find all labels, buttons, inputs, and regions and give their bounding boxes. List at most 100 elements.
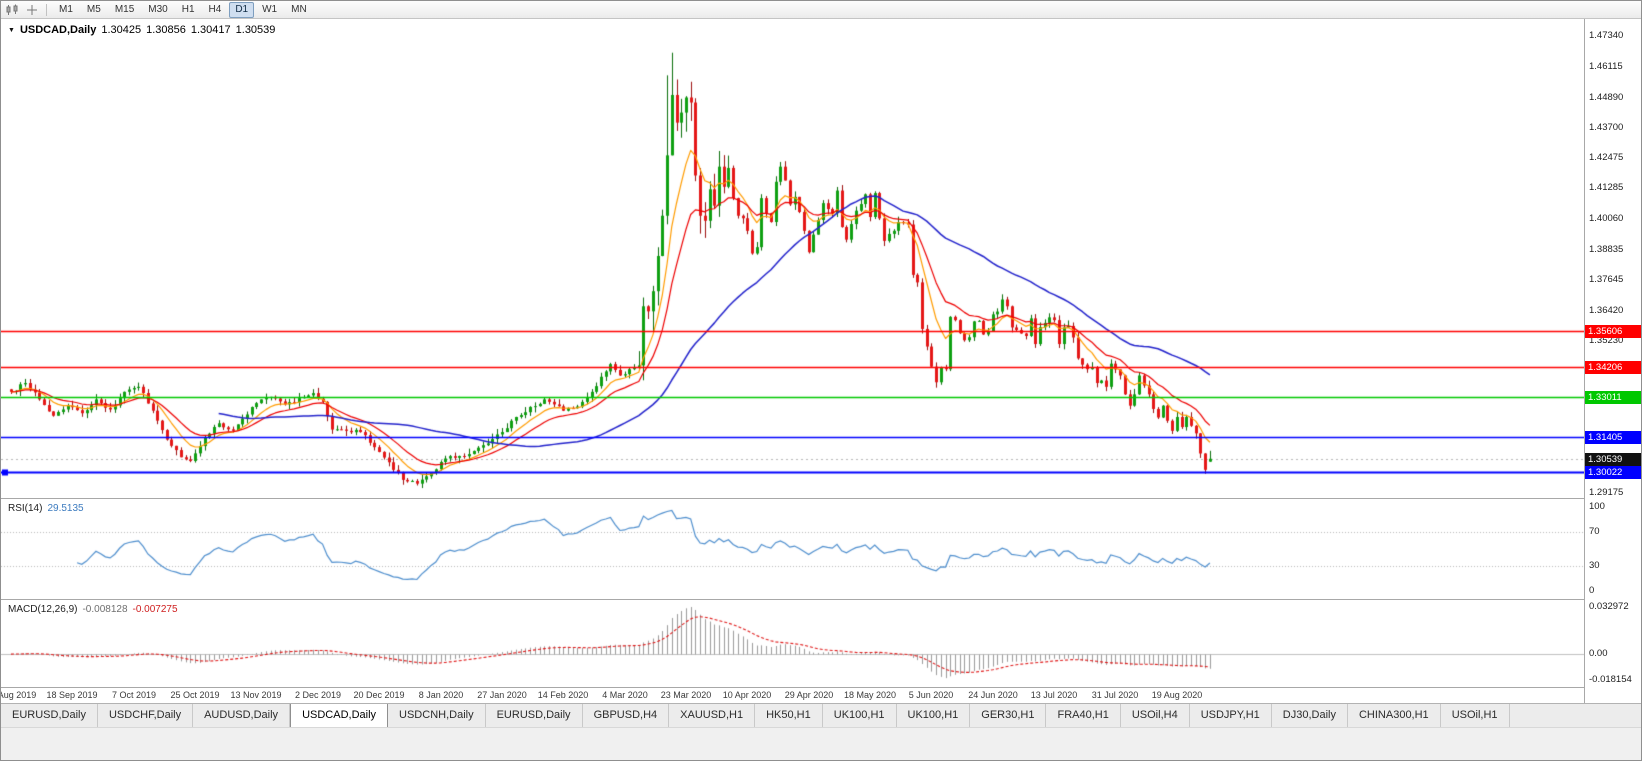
main-chart-canvas[interactable] bbox=[1, 19, 1584, 498]
date-axis-label: 20 Dec 2019 bbox=[353, 690, 405, 700]
chart-tab-usdchf-daily[interactable]: USDCHF,Daily bbox=[98, 704, 194, 727]
macd-indicator-label: MACD(12,26,9) -0.008128 -0.007275 bbox=[8, 604, 178, 615]
price-scale-tick: 1.41285 bbox=[1589, 182, 1624, 193]
date-axis-label: 7 Oct 2019 bbox=[111, 690, 157, 700]
ohlc-open: 1.30425 bbox=[101, 24, 142, 36]
chart-tab-usdcnh-daily[interactable]: USDCNH,Daily bbox=[388, 704, 486, 727]
rsi-value: 29.5135 bbox=[47, 503, 84, 514]
timeframe-button-m15[interactable]: M15 bbox=[114, 3, 135, 15]
date-axis-label: 5 Jun 2020 bbox=[908, 690, 954, 700]
panel-separator[interactable] bbox=[1, 599, 1641, 600]
date-axis-label: 19 Aug 2020 bbox=[1151, 690, 1203, 700]
price-scale-tick: 1.44890 bbox=[1589, 92, 1624, 103]
date-axis-label: 18 Sep 2019 bbox=[46, 690, 98, 700]
rsi-name: RSI(14) bbox=[8, 503, 43, 514]
timeframe-button-h1[interactable]: H1 bbox=[181, 3, 195, 15]
status-strip bbox=[1, 727, 1641, 760]
crosshair-icon[interactable] bbox=[23, 3, 40, 17]
macd-scale-tick: -0.018154 bbox=[1589, 674, 1632, 685]
hline-price-tag: 1.30022 bbox=[1585, 466, 1641, 479]
price-scale[interactable]: 1.47340 1.46115 1.44890 1.43700 1.42475 1.412… bbox=[1585, 19, 1641, 703]
macd-scale-tick: 0.032972 bbox=[1589, 601, 1629, 612]
chart-tab-china300-h1[interactable]: CHINA300,H1 bbox=[1348, 704, 1441, 727]
chart-tab-ger30-h1[interactable]: GER30,H1 bbox=[970, 704, 1047, 727]
date-axis-label: 18 May 2020 bbox=[843, 690, 897, 700]
rsi-scale-tick: 100 bbox=[1589, 501, 1605, 512]
date-axis[interactable]: 30 Aug 2019 18 Sep 2019 7 Oct 2019 25 Oct 2… bbox=[1, 688, 1584, 703]
date-axis-label: 23 Mar 2020 bbox=[660, 690, 712, 700]
chart-tab-eurusd-daily[interactable]: EURUSD,Daily bbox=[486, 704, 583, 727]
hline-price-tag: 1.35606 bbox=[1585, 325, 1641, 338]
chart-tab-usdjpy-h1[interactable]: USDJPY,H1 bbox=[1190, 704, 1272, 727]
price-scale-tick: 1.42475 bbox=[1589, 152, 1624, 163]
chart-tab-dj30-daily[interactable]: DJ30,Daily bbox=[1272, 704, 1348, 727]
date-axis-label: 14 Feb 2020 bbox=[537, 690, 589, 700]
chart-tab-fra40-h1[interactable]: FRA40,H1 bbox=[1046, 704, 1121, 727]
date-axis-label: 30 Aug 2019 bbox=[1, 690, 37, 700]
macd-signal-value: -0.007275 bbox=[132, 604, 178, 615]
ohlc-high: 1.30856 bbox=[146, 24, 186, 36]
date-axis-label: 24 Jun 2020 bbox=[968, 690, 1018, 700]
chart-tab-xauusd-h1[interactable]: XAUUSD,H1 bbox=[669, 704, 756, 727]
chart-tab-eurusd-daily[interactable]: EURUSD,Daily bbox=[1, 704, 98, 727]
price-scale-tick: 1.35230 bbox=[1589, 335, 1624, 346]
chart-title: ▼ USDCAD,Daily 1.30425 1.30856 1.30417 1… bbox=[8, 24, 275, 36]
timeframe-buttons: M1 M5 M15 M30 H1 H4 D1 W1 MN bbox=[53, 1, 313, 18]
timeframe-button-m1[interactable]: M1 bbox=[59, 3, 73, 15]
rsi-scale-tick: 0 bbox=[1589, 585, 1595, 596]
price-scale-tick: 1.40060 bbox=[1589, 213, 1624, 224]
hline-price-tag: 1.33011 bbox=[1585, 391, 1641, 404]
date-axis-label: 25 Oct 2019 bbox=[170, 690, 220, 700]
rsi-indicator-label: RSI(14) 29.5135 bbox=[8, 503, 84, 514]
timeframe-button-m30[interactable]: M30 bbox=[148, 3, 168, 15]
panel-separator bbox=[1, 687, 1641, 688]
panel-separator[interactable] bbox=[1, 498, 1641, 499]
current-price-tag: 1.30539 bbox=[1585, 453, 1641, 466]
price-scale-separator bbox=[1584, 19, 1585, 703]
price-scale-tick: 1.29175 bbox=[1589, 487, 1624, 498]
chart-tab-uk100-h1[interactable]: UK100,H1 bbox=[823, 704, 897, 727]
chart-tab-audusd-daily[interactable]: AUDUSD,Daily bbox=[193, 704, 291, 727]
timeframe-button-m5[interactable]: M5 bbox=[86, 3, 101, 15]
toolbar-separator bbox=[46, 3, 47, 16]
date-axis-label: 31 Jul 2020 bbox=[1091, 690, 1139, 700]
price-scale-tick: 1.37645 bbox=[1589, 274, 1624, 285]
hline-price-tag: 1.31405 bbox=[1585, 431, 1641, 444]
chart-tab-uk100-h1[interactable]: UK100,H1 bbox=[897, 704, 971, 727]
price-scale-tick: 1.38835 bbox=[1589, 244, 1624, 255]
chart-tab-usoil-h1[interactable]: USOil,H1 bbox=[1441, 704, 1510, 727]
chart-window: ▼ USDCAD,Daily 1.30425 1.30856 1.30417 1… bbox=[1, 19, 1641, 703]
rsi-panel-canvas[interactable] bbox=[1, 499, 1584, 599]
hline-price-tag: 1.34206 bbox=[1585, 361, 1641, 374]
timeframe-toolbar: M1 M5 M15 M30 H1 H4 D1 W1 MN bbox=[1, 1, 1641, 19]
rsi-scale-tick: 30 bbox=[1589, 560, 1600, 571]
date-axis-label: 2 Dec 2019 bbox=[294, 690, 342, 700]
macd-value: -0.008128 bbox=[82, 604, 128, 615]
timeframe-button-mn[interactable]: MN bbox=[291, 3, 307, 15]
timeframe-button-w1[interactable]: W1 bbox=[262, 3, 278, 15]
timeframe-button-d1[interactable]: D1 bbox=[229, 1, 255, 18]
timeframe-button-h4[interactable]: H4 bbox=[208, 3, 222, 15]
macd-panel-canvas[interactable] bbox=[1, 600, 1584, 687]
date-axis-label: 27 Jan 2020 bbox=[477, 690, 527, 700]
date-axis-label: 10 Apr 2020 bbox=[722, 690, 772, 700]
date-axis-label: 8 Jan 2020 bbox=[418, 690, 464, 700]
chart-symbol-label: USDCAD,Daily bbox=[19, 24, 97, 36]
chart-tab-bar: EURUSD,Daily USDCHF,Daily AUDUSD,Daily USDC… bbox=[1, 703, 1641, 727]
chart-tab-usdcad-daily[interactable]: USDCAD,Daily bbox=[290, 704, 389, 727]
candlestick-chart-icon[interactable] bbox=[4, 3, 21, 17]
chart-dropdown-icon[interactable]: ▼ bbox=[8, 26, 15, 34]
date-axis-label: 13 Nov 2019 bbox=[230, 690, 282, 700]
ohlc-low: 1.30417 bbox=[190, 24, 231, 36]
date-axis-label: 29 Apr 2020 bbox=[784, 690, 834, 700]
chart-tab-hk50-h1[interactable]: HK50,H1 bbox=[755, 704, 823, 727]
date-axis-label: 13 Jul 2020 bbox=[1030, 690, 1078, 700]
macd-name: MACD(12,26,9) bbox=[8, 604, 78, 615]
chart-tab-gbpusd-h4[interactable]: GBPUSD,H4 bbox=[583, 704, 670, 727]
price-scale-tick: 1.46115 bbox=[1589, 61, 1623, 72]
price-scale-tick: 1.47340 bbox=[1589, 30, 1624, 41]
chart-tab-usoil-h4[interactable]: USOil,H4 bbox=[1121, 704, 1190, 727]
rsi-scale-tick: 70 bbox=[1589, 526, 1600, 537]
ohlc-close: 1.30539 bbox=[235, 24, 276, 36]
